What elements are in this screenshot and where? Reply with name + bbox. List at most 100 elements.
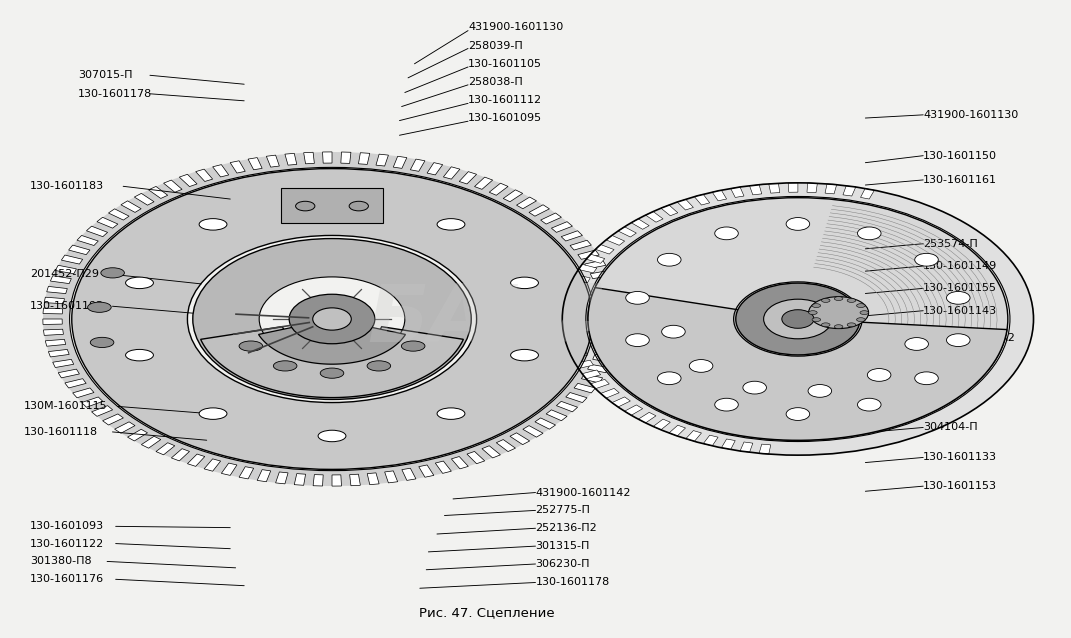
- Text: 130-1601150: 130-1601150: [923, 151, 997, 161]
- Text: 301380-П8: 301380-П8: [30, 556, 92, 567]
- Polygon shape: [565, 392, 587, 403]
- Polygon shape: [578, 264, 597, 273]
- Ellipse shape: [658, 253, 681, 266]
- Ellipse shape: [786, 408, 810, 420]
- Polygon shape: [722, 439, 736, 450]
- Polygon shape: [97, 218, 118, 228]
- Polygon shape: [164, 180, 182, 192]
- Polygon shape: [529, 205, 549, 216]
- Text: 130-1601105: 130-1601105: [468, 59, 542, 69]
- Polygon shape: [304, 152, 315, 164]
- Ellipse shape: [915, 372, 938, 385]
- Polygon shape: [570, 350, 588, 358]
- Ellipse shape: [318, 197, 346, 208]
- Ellipse shape: [809, 297, 869, 329]
- Polygon shape: [427, 163, 442, 175]
- Polygon shape: [601, 324, 621, 330]
- Ellipse shape: [101, 268, 124, 278]
- Polygon shape: [349, 474, 360, 486]
- Text: 252136-П2: 252136-П2: [536, 523, 598, 533]
- Polygon shape: [561, 231, 583, 241]
- Ellipse shape: [662, 325, 685, 338]
- Polygon shape: [187, 454, 205, 466]
- Ellipse shape: [847, 323, 856, 327]
- Polygon shape: [108, 209, 130, 220]
- Polygon shape: [61, 255, 82, 264]
- Polygon shape: [806, 183, 817, 193]
- Ellipse shape: [367, 361, 391, 371]
- Polygon shape: [384, 471, 397, 483]
- Text: 258039-П: 258039-П: [468, 41, 523, 51]
- Ellipse shape: [289, 294, 375, 344]
- Polygon shape: [295, 473, 305, 486]
- Text: 130-1601161: 130-1601161: [923, 175, 997, 185]
- Polygon shape: [590, 271, 612, 279]
- Polygon shape: [141, 436, 161, 448]
- Polygon shape: [759, 444, 771, 454]
- Polygon shape: [230, 161, 245, 173]
- Polygon shape: [45, 339, 65, 346]
- Polygon shape: [65, 379, 86, 388]
- Text: 252775-П: 252775-П: [536, 505, 590, 516]
- Polygon shape: [435, 461, 451, 473]
- Polygon shape: [156, 443, 175, 455]
- Polygon shape: [222, 463, 237, 475]
- Text: 306230-П: 306230-П: [536, 559, 590, 569]
- Polygon shape: [516, 197, 537, 209]
- Polygon shape: [103, 414, 123, 425]
- Text: 431900-1601130: 431900-1601130: [923, 110, 1019, 120]
- Polygon shape: [661, 205, 678, 216]
- Text: 431900-1601142: 431900-1601142: [536, 487, 631, 498]
- Polygon shape: [92, 406, 112, 417]
- Ellipse shape: [821, 299, 830, 302]
- Polygon shape: [322, 152, 332, 163]
- Polygon shape: [601, 389, 619, 398]
- Polygon shape: [443, 167, 459, 179]
- Polygon shape: [44, 329, 63, 336]
- Polygon shape: [115, 422, 135, 433]
- Polygon shape: [48, 350, 70, 357]
- Polygon shape: [47, 286, 67, 293]
- Ellipse shape: [125, 350, 153, 361]
- Polygon shape: [612, 397, 631, 407]
- Ellipse shape: [714, 227, 738, 240]
- Text: 130-1601153: 130-1601153: [923, 481, 997, 491]
- Ellipse shape: [313, 308, 351, 330]
- Polygon shape: [410, 159, 425, 172]
- Ellipse shape: [858, 227, 881, 240]
- Polygon shape: [646, 212, 663, 222]
- Ellipse shape: [125, 277, 153, 288]
- Polygon shape: [171, 449, 190, 461]
- Polygon shape: [50, 276, 72, 283]
- Text: Рис. 47. Сцепление: Рис. 47. Сцепление: [420, 606, 555, 619]
- Polygon shape: [618, 226, 636, 237]
- Polygon shape: [205, 459, 221, 471]
- Polygon shape: [602, 313, 621, 319]
- Ellipse shape: [812, 304, 820, 308]
- Polygon shape: [638, 412, 657, 423]
- Ellipse shape: [273, 361, 297, 371]
- Polygon shape: [578, 250, 599, 259]
- Polygon shape: [451, 457, 468, 469]
- Polygon shape: [72, 168, 592, 470]
- Ellipse shape: [834, 297, 843, 300]
- Ellipse shape: [905, 338, 929, 350]
- Ellipse shape: [812, 318, 820, 322]
- Polygon shape: [257, 470, 271, 482]
- Polygon shape: [179, 174, 197, 186]
- Ellipse shape: [625, 334, 649, 346]
- Polygon shape: [359, 152, 369, 165]
- Polygon shape: [213, 165, 229, 177]
- Polygon shape: [546, 410, 567, 420]
- Ellipse shape: [764, 299, 832, 339]
- Text: 130-1601093: 130-1601093: [30, 521, 104, 531]
- Ellipse shape: [786, 218, 810, 230]
- Polygon shape: [81, 397, 103, 407]
- Ellipse shape: [858, 398, 881, 411]
- Ellipse shape: [782, 309, 814, 329]
- Polygon shape: [653, 419, 670, 430]
- Polygon shape: [239, 466, 254, 479]
- Text: 130-1601149: 130-1601149: [923, 261, 997, 271]
- Text: 130-1601178: 130-1601178: [78, 89, 152, 99]
- Text: 130-1601183: 130-1601183: [30, 181, 104, 191]
